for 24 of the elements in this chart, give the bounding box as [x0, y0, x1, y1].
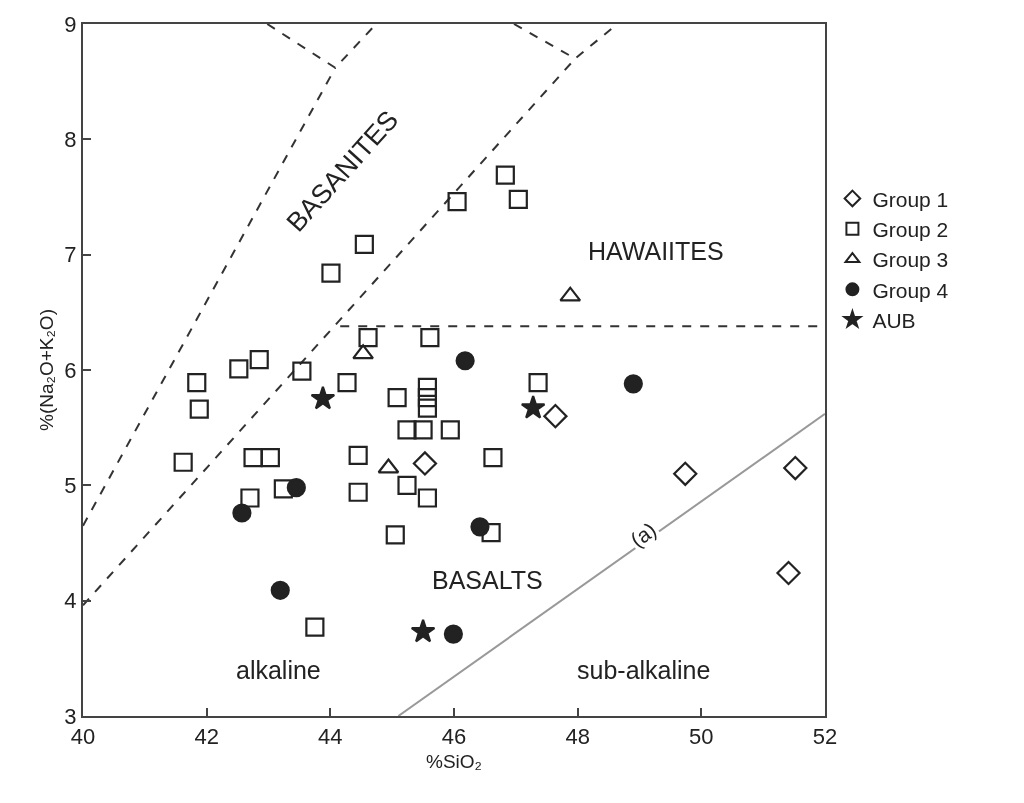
y-tick-label: 5: [64, 473, 77, 499]
annotation: BASALTS: [432, 566, 543, 594]
annotation: HAWAIITES: [588, 237, 724, 265]
x-axis-title: %SiO₂: [426, 750, 482, 772]
x-tick-label: 48: [565, 724, 590, 750]
legend-label: AUB: [872, 308, 916, 332]
y-tick-label: 8: [64, 127, 77, 153]
x-tick-label: 46: [441, 724, 467, 750]
legend-label: Group 3: [872, 248, 949, 272]
x-tick-label: 52: [812, 724, 838, 750]
y-tick-label: 9: [64, 11, 77, 37]
y-axis-title: %(Na₂O+K₂O): [35, 309, 57, 431]
annotation: (a): [626, 517, 661, 552]
x-tick-label: 50: [689, 724, 714, 750]
annotation: alkaline: [236, 656, 321, 684]
legend-label: Group 1: [872, 187, 949, 211]
y-tick-label: 7: [64, 242, 77, 268]
annotation: sub-alkaline: [577, 656, 711, 684]
legend-label: Group 4: [872, 278, 949, 302]
x-tick-label: 42: [194, 724, 219, 750]
x-tick-label: 44: [318, 724, 343, 750]
y-tick-label: 6: [64, 357, 77, 383]
y-tick-label: 4: [64, 588, 77, 614]
legend-label: Group 2: [872, 217, 949, 241]
